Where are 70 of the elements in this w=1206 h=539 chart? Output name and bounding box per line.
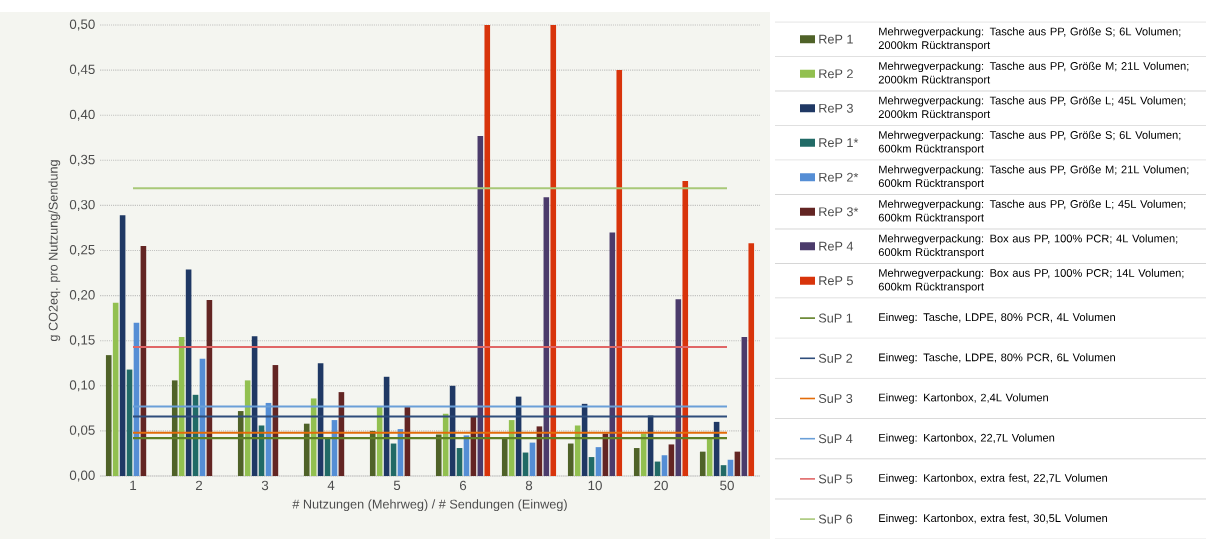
- legend-label: ReP 4: [819, 241, 854, 251]
- y-tick-label: 0,05: [69, 425, 95, 437]
- legend-label: ReP 1: [819, 34, 853, 44]
- y-tick-label: 0,15: [69, 335, 95, 347]
- legend-label: ReP 2*: [819, 172, 859, 182]
- legend-label: SuP 3: [818, 394, 853, 403]
- text: Einweg: Kartonbox, extra fest, 30,5L Volumen: [879, 513, 1108, 525]
- x-tick-label: 4: [327, 480, 335, 490]
- y-axis-title: g CO2eq. pro Nutzung/Sendung: [48, 160, 61, 342]
- x-tick-label: 1: [130, 480, 137, 490]
- bar: [550, 24, 557, 476]
- y-tick-label: 0,45: [69, 64, 95, 76]
- bar: [237, 411, 244, 476]
- y-tick-label: 0,30: [69, 199, 95, 211]
- text: Einweg: Kartonbox, 2,4L Volumen: [879, 393, 1048, 404]
- x-tick-label: 20: [654, 480, 668, 491]
- x-tick-label: 10: [588, 480, 602, 491]
- y-tick-label: 0,20: [69, 290, 95, 302]
- legend-label: SuP 5: [818, 474, 853, 484]
- bar: [699, 451, 706, 476]
- y-tick-label: 0,40: [69, 109, 95, 121]
- legend-label: ReP 1*: [819, 138, 859, 148]
- bar: [588, 457, 595, 476]
- text: Mehrwegverpackung: Tasche aus PP, Größe M; 21L Volumen; 600km Rücktransport: [878, 165, 1189, 190]
- y-tick-label: 0,50: [69, 19, 95, 31]
- legend-label: ReP 3: [819, 103, 853, 113]
- legend-label: SuP 4: [818, 434, 853, 444]
- bar: [501, 439, 508, 476]
- legend-label: SuP 6: [818, 514, 853, 524]
- text: Mehrwegverpackung: Box aus PP, 100% PCR; 4L Volumen; 600km Rücktransport: [878, 234, 1178, 259]
- y-tick-label: 0,00: [69, 470, 95, 482]
- text: Mehrwegverpackung: Tasche aus PP, Größe S; 6L Volumen; 2000km Rücktransport: [878, 27, 1181, 52]
- x-tick-label: 6: [459, 480, 467, 491]
- text: Einweg: Kartonbox, extra fest, 22,7L Volumen: [879, 473, 1108, 485]
- text: Einweg: Tasche, LDPE, 80% PCR, 6L Volumen: [879, 353, 1115, 364]
- text: Einweg: Tasche, LDPE, 80% PCR, 4L Volumen: [879, 312, 1115, 324]
- y-tick-label: 0,10: [69, 380, 95, 392]
- text: Einweg: Kartonbox, 22,7L Volumen: [879, 433, 1055, 444]
- bar: [303, 423, 310, 476]
- bar: [748, 243, 755, 476]
- legend-label: ReP 2: [819, 69, 853, 79]
- bar: [720, 465, 727, 476]
- bar: [484, 24, 491, 476]
- bar: [567, 443, 574, 476]
- x-tick-label: 8: [525, 480, 533, 491]
- bar: [616, 70, 623, 476]
- text: Mehrwegverpackung: Tasche aus PP, Größe L; 45L Volumen; 2000km Rücktransport: [878, 96, 1186, 121]
- text: Mehrwegverpackung: Box aus PP, 100% PCR; 14L Volumen; 600km Rücktransport: [878, 268, 1184, 293]
- legend-label: SuP 2: [818, 353, 853, 363]
- bar: [595, 447, 602, 476]
- x-tick-label: 50: [720, 480, 734, 491]
- y-tick-label: 0,25: [69, 244, 95, 257]
- x-axis-title: # Nutzungen (Mehrweg) / # Sendungen (Einweg): [292, 499, 567, 512]
- bar: [435, 434, 442, 476]
- legend-label: ReP 3*: [819, 207, 859, 217]
- bar: [105, 355, 112, 476]
- text: Mehrwegverpackung: Tasche aus PP, Größe S; 6L Volumen; 600km Rücktransport: [878, 130, 1181, 155]
- y-tick-label: 0,35: [69, 154, 95, 166]
- legend-label: ReP 5: [819, 276, 853, 286]
- bar: [633, 448, 640, 476]
- bar: [369, 430, 376, 476]
- text: Mehrwegverpackung: Tasche aus PP, Größe L; 45L Volumen; 600km Rücktransport: [878, 199, 1186, 224]
- x-tick-label: 2: [195, 480, 203, 491]
- x-tick-label: 5: [393, 480, 401, 491]
- bar: [682, 181, 689, 476]
- legend-label: SuP 1: [818, 313, 853, 323]
- x-tick-label: 3: [261, 480, 269, 491]
- bar: [661, 455, 668, 476]
- text: Mehrwegverpackung: Tasche aus PP, Größe M; 21L Volumen; 2000km Rücktransport: [878, 61, 1189, 86]
- bar: [668, 444, 675, 476]
